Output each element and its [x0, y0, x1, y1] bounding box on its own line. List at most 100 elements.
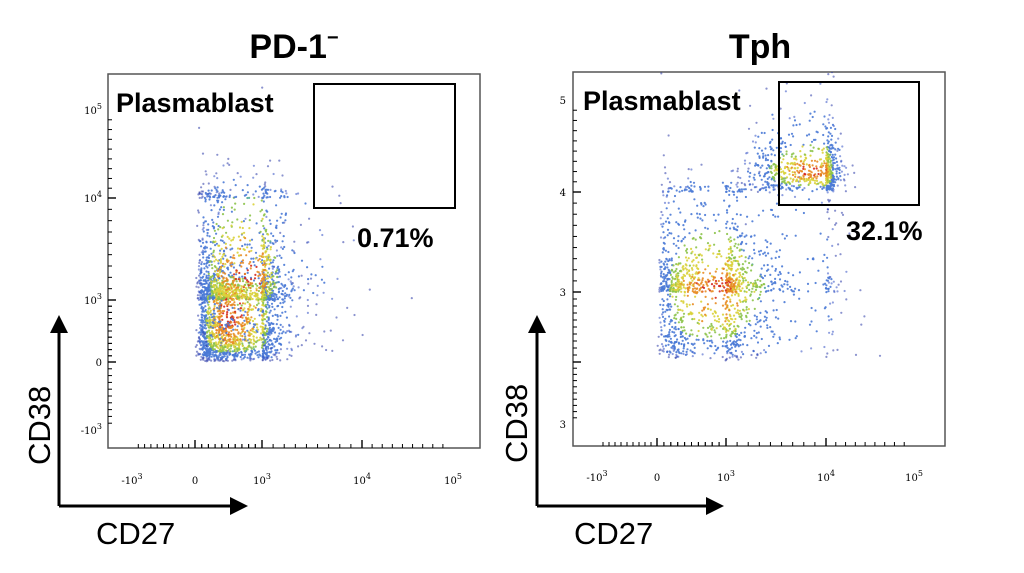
y-tick-label: 104: [84, 190, 102, 205]
event-dot: [677, 279, 680, 282]
event-dot: [306, 311, 309, 314]
event-dot: [204, 305, 207, 308]
event-dot: [222, 339, 225, 342]
event-dot: [675, 244, 678, 247]
event-dot: [738, 334, 741, 337]
event-dot: [658, 316, 661, 319]
event-dot: [675, 295, 678, 298]
event-dot: [283, 300, 286, 303]
event-dot: [707, 249, 710, 252]
event-dot: [275, 249, 278, 252]
event-dot: [812, 179, 815, 182]
event-dot: [726, 352, 729, 355]
event-dot: [694, 295, 697, 298]
event-dot: [750, 353, 753, 357]
event-dot: [746, 215, 749, 218]
event-dot: [210, 359, 213, 362]
event-dot: [201, 286, 204, 289]
event-dot: [246, 356, 249, 359]
event-dot: [306, 304, 310, 307]
event-dot: [266, 351, 269, 354]
event-dot: [667, 221, 671, 224]
event-dot: [208, 297, 211, 300]
event-dot: [685, 303, 688, 306]
event-dot: [749, 104, 752, 107]
event-dot: [695, 338, 698, 341]
event-dot: [827, 198, 830, 201]
event-dot: [737, 176, 740, 179]
event-dot: [831, 228, 834, 231]
event-dot: [674, 321, 677, 324]
event-dot: [781, 265, 784, 268]
event-dot: [241, 275, 244, 278]
event-dot: [663, 263, 666, 266]
event-dot: [278, 351, 281, 355]
event-dot: [666, 266, 669, 269]
event-dot: [691, 287, 695, 291]
event-dot: [239, 239, 242, 242]
event-dot: [831, 153, 834, 156]
event-dot: [797, 176, 800, 179]
event-dot: [226, 290, 229, 293]
event-dot: [781, 285, 784, 288]
event-dot: [714, 279, 718, 283]
event-dot: [772, 299, 775, 302]
event-dot: [670, 340, 673, 343]
event-dot: [714, 311, 717, 314]
event-dot: [776, 184, 779, 187]
event-dot: [798, 123, 801, 126]
event-dot: [740, 188, 744, 191]
event-dot: [205, 274, 208, 277]
event-dot: [673, 194, 677, 198]
event-dot: [269, 359, 272, 362]
event-dot: [243, 323, 247, 326]
event-dot: [831, 144, 834, 147]
event-dot: [834, 127, 837, 131]
event-dot: [220, 324, 223, 327]
event-dot: [238, 280, 241, 283]
event-dot: [722, 340, 725, 343]
event-dot: [267, 239, 270, 242]
event-dot: [255, 341, 258, 344]
event-dot: [747, 167, 750, 170]
event-dot: [209, 240, 212, 244]
event-dot: [201, 308, 204, 311]
event-dot: [680, 352, 683, 355]
event-dot: [725, 184, 728, 188]
event-dot: [201, 316, 204, 319]
event-dot: [264, 265, 267, 268]
event-dot: [728, 256, 732, 260]
event-dot: [320, 278, 323, 281]
event-dot: [739, 273, 742, 277]
event-dot: [283, 195, 286, 198]
event-dot: [286, 347, 289, 350]
event-dot: [820, 169, 823, 172]
event-dot: [684, 219, 687, 222]
event-dot: [753, 146, 756, 149]
event-dot: [226, 295, 229, 298]
event-dot: [679, 317, 683, 320]
event-dot: [213, 354, 216, 357]
event-dot: [222, 310, 226, 313]
event-dot: [728, 240, 732, 243]
event-dot: [688, 282, 692, 285]
event-dot: [680, 326, 683, 329]
event-dot: [228, 237, 231, 240]
event-dot: [261, 304, 264, 307]
event-dot: [207, 223, 210, 226]
event-dot: [219, 344, 222, 347]
event-dot: [829, 166, 832, 169]
event-dot: [741, 266, 744, 269]
event-dot: [709, 344, 712, 347]
event-dot: [223, 305, 226, 308]
event-dot: [211, 338, 214, 341]
event-dot: [836, 290, 839, 293]
event-dot: [297, 345, 300, 348]
event-dot: [668, 315, 671, 318]
event-dot: [677, 327, 680, 331]
event-dot: [681, 329, 684, 332]
event-dot: [218, 340, 221, 343]
event-dot: [715, 256, 718, 259]
event-dot: [288, 341, 291, 344]
event-dot: [793, 115, 796, 118]
